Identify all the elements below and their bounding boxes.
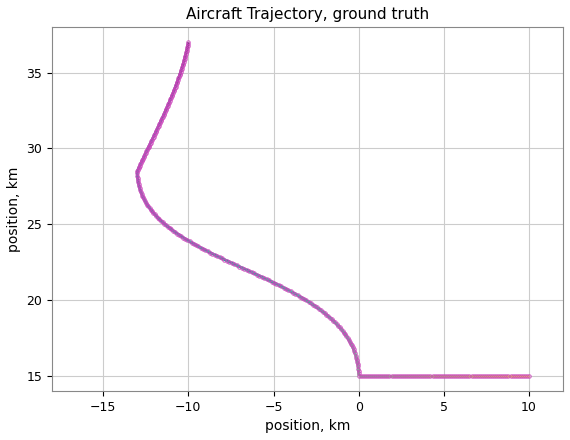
- X-axis label: position, km: position, km: [265, 419, 350, 433]
- Y-axis label: position, km: position, km: [7, 166, 21, 252]
- Title: Aircraft Trajectory, ground truth: Aircraft Trajectory, ground truth: [186, 7, 429, 22]
